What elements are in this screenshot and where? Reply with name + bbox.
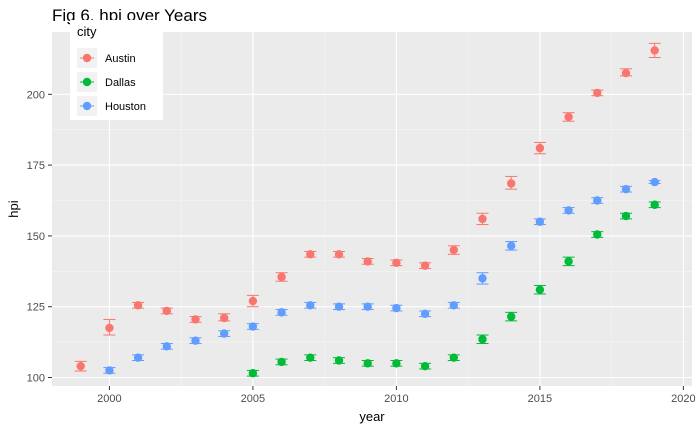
axes: 2000 2005 2010 2015 2020 100 125 150 175 200 [27, 89, 696, 405]
data-point [277, 308, 286, 317]
data-point [621, 184, 631, 194]
y-tick-label: 200 [27, 89, 45, 101]
data-point [420, 309, 430, 318]
legend-label: Houston [105, 101, 146, 113]
data-point [535, 217, 545, 226]
series-dallas [246, 200, 661, 378]
data-point [478, 214, 487, 224]
legend-key-point [82, 77, 92, 87]
series-austin [74, 42, 661, 372]
x-tick-label: 2020 [671, 393, 695, 405]
data-point [650, 177, 659, 187]
data-point [535, 143, 545, 153]
data-point [478, 335, 487, 344]
legend-key-austin [77, 48, 97, 68]
y-tick-label: 175 [27, 160, 45, 172]
legend-label: Austin [105, 53, 136, 65]
data-point [248, 369, 258, 378]
data-point [219, 313, 229, 323]
x-tick-label: 2005 [241, 393, 265, 405]
data-point [593, 196, 602, 205]
data-point [564, 112, 573, 122]
data-point [133, 353, 143, 362]
data-point [334, 302, 344, 311]
data-point [191, 315, 200, 324]
legend-key-houston [77, 96, 97, 116]
data-point [420, 261, 430, 270]
data-point [306, 301, 315, 310]
data-point [162, 342, 171, 351]
y-tick-label: 125 [27, 302, 45, 314]
data-point [535, 285, 545, 294]
y-axis-label: hpi [6, 200, 21, 217]
data-point [277, 357, 286, 367]
x-tick-label: 2010 [384, 393, 408, 405]
data-point [105, 323, 114, 333]
data-point [621, 211, 631, 221]
data-point [650, 200, 659, 209]
data-point [420, 361, 430, 371]
data-point [363, 359, 372, 368]
x-tick-label: 2015 [528, 393, 552, 405]
data-point [593, 88, 602, 98]
y-tick-label: 100 [27, 373, 45, 385]
data-point [478, 274, 487, 283]
data-point [621, 68, 631, 78]
data-point [392, 359, 401, 368]
data-point [306, 250, 315, 259]
legend-title: city [77, 24, 97, 39]
data-point [334, 356, 344, 365]
data-point [219, 329, 229, 338]
data-point [650, 46, 659, 55]
data-point [449, 245, 458, 255]
data-point [392, 303, 401, 313]
data-point [76, 361, 85, 371]
data-point [363, 302, 372, 311]
data-point [105, 366, 114, 375]
data-point [248, 296, 258, 306]
data-point [506, 312, 516, 321]
legend-key-point [82, 53, 92, 63]
data-point [449, 353, 458, 362]
data-point [191, 336, 200, 345]
data-point [392, 258, 401, 268]
y-tick-label: 150 [27, 231, 45, 243]
data-point [564, 206, 573, 215]
data-point [133, 301, 143, 310]
data-point [593, 230, 602, 239]
data-point [162, 306, 171, 316]
data-point [506, 241, 516, 251]
x-axis-label: year [359, 409, 385, 424]
legend-label: Dallas [105, 77, 136, 89]
data-point [363, 257, 372, 266]
data-point [306, 353, 315, 362]
data-point [449, 301, 458, 310]
legend: city Austin Dallas Houston [70, 20, 163, 120]
legend-key-dallas [77, 72, 97, 92]
series-houston [103, 177, 661, 375]
data-point [564, 257, 573, 266]
legend-key-point [82, 101, 92, 111]
data-point [248, 322, 258, 331]
data-point [334, 250, 344, 259]
data-marks [74, 42, 661, 378]
data-point [277, 272, 286, 282]
x-tick-label: 2000 [97, 393, 121, 405]
data-point [506, 179, 516, 188]
